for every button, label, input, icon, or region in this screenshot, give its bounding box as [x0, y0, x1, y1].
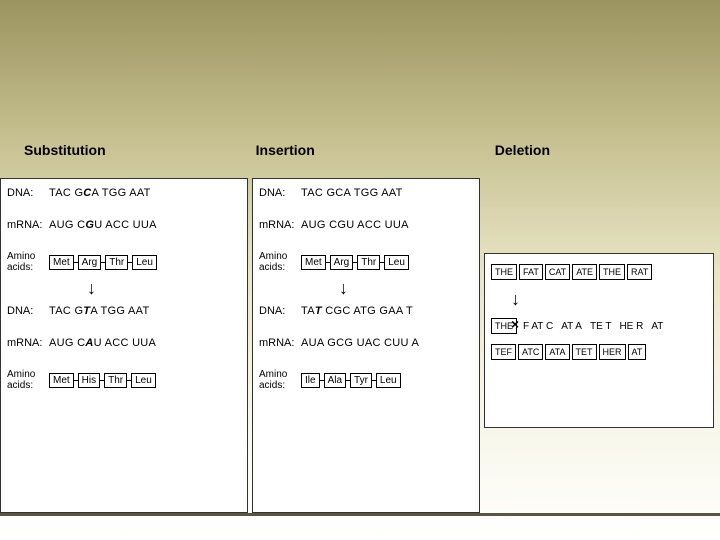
word-box: TET	[572, 344, 597, 360]
amino-acid-box: Leu	[384, 255, 409, 270]
amino-acid-box: Thr	[105, 255, 128, 270]
arrow-down: ↓	[511, 290, 707, 310]
word-box: TEF	[491, 344, 516, 360]
word-box: ATC	[518, 344, 543, 360]
ins-after-dna-row: DNA: TAT CGC ATG GAA T	[259, 305, 473, 317]
headers-row: Substitution Insertion Deletion	[0, 142, 720, 158]
sub-after-amino-row: Aminoacids: Met His Thr Leu	[7, 369, 241, 391]
word-box: THE	[491, 264, 517, 280]
arrow-down: ↓	[339, 279, 473, 299]
down-arrow-icon: ↓	[339, 278, 348, 298]
x-mark-icon: ×	[511, 316, 519, 332]
amino-label: Aminoacids:	[7, 251, 49, 273]
dna-label: DNA:	[7, 305, 49, 317]
mrna-label: mRNA:	[7, 337, 49, 349]
sub-before-mrna: AUG CGU ACC UUA	[49, 219, 157, 231]
amino-acid-box: Thr	[104, 373, 127, 388]
word-box: FAT	[519, 264, 543, 280]
mrna-label: mRNA:	[259, 219, 301, 231]
word-box: THE	[599, 264, 625, 280]
mrna-label: mRNA:	[259, 337, 301, 349]
word-box: RAT	[627, 264, 652, 280]
ins-after-mrna: AUA GCG UAC CUU A	[301, 337, 419, 349]
mrna-label: mRNA:	[7, 219, 49, 231]
amino-acid-box: Met	[301, 255, 326, 270]
ins-after-amino-boxes: Ile Ala Tyr Leu	[301, 373, 401, 388]
header-insertion: Insertion	[256, 142, 315, 158]
sub-after-dna-row: DNA: TAC GTA TGG AAT	[7, 305, 241, 317]
word-fragment: AT A	[559, 319, 584, 334]
amino-acid-box: Met	[49, 373, 74, 388]
amino-acid-box: Leu	[132, 255, 157, 270]
sub-before-mrna-row: mRNA: AUG CGU ACC UUA	[7, 219, 241, 231]
amino-acid-box: Tyr	[350, 373, 372, 388]
ins-before-amino-boxes: Met ArgThr Leu	[301, 255, 409, 270]
word-box: HER	[599, 344, 626, 360]
word-fragment: TE T	[588, 319, 613, 334]
word-box: CAT	[545, 264, 570, 280]
word-box: ATE	[572, 264, 597, 280]
amino-acid-box: Leu	[131, 373, 156, 388]
panels-container: DNA: TAC GCA TGG AAT mRNA: AUG CGU ACC U…	[0, 178, 720, 513]
amino-acid-box: Ile	[301, 373, 320, 388]
ins-after-amino-row: Aminoacids: Ile Ala Tyr Leu	[259, 369, 473, 391]
word-fragment: AT	[649, 319, 665, 334]
sub-after-mrna: AUG CAU ACC UUA	[49, 337, 156, 349]
ins-after-mrna-row: mRNA: AUA GCG UAC CUU A	[259, 337, 473, 349]
amino-label: Aminoacids:	[259, 369, 301, 391]
deletion-panel: THEFATCATATETHERAT ↓ × THEF AT CAT ATE T…	[484, 253, 714, 428]
amino-label: Aminoacids:	[259, 251, 301, 273]
amino-acid-box: Met	[49, 255, 74, 270]
sub-after-dna: TAC GTA TGG AAT	[49, 305, 149, 317]
amino-acid-box: His	[78, 373, 100, 388]
amino-acid-box: Leu	[376, 373, 401, 388]
ins-after-dna: TAT CGC ATG GAA T	[301, 305, 413, 317]
ins-before-amino-row: Aminoacids: Met ArgThr Leu	[259, 251, 473, 273]
header-deletion: Deletion	[495, 142, 550, 158]
sub-after-amino-boxes: Met His Thr Leu	[49, 373, 156, 388]
amino-acid-box: Arg	[330, 255, 354, 270]
word-fragment: F AT C	[521, 319, 555, 334]
word-fragment: HE R	[617, 319, 645, 334]
del-row2: × THEF AT CAT ATE THE RAT	[491, 318, 707, 334]
bottom-divider	[0, 513, 720, 516]
word-box: AT	[628, 344, 647, 360]
insertion-panel: DNA: TAC GCA TGG AAT mRNA: AUG CGU ACC U…	[252, 178, 480, 513]
sub-before-dna-row: DNA: TAC GCA TGG AAT	[7, 187, 241, 199]
amino-acid-box: Thr	[357, 255, 380, 270]
ins-before-dna: TAC GCA TGG AAT	[301, 187, 403, 199]
dna-label: DNA:	[7, 187, 49, 199]
sub-before-amino-boxes: Met ArgThr Leu	[49, 255, 157, 270]
dna-label: DNA:	[259, 187, 301, 199]
amino-label: Aminoacids:	[7, 369, 49, 391]
down-arrow-icon: ↓	[511, 289, 520, 309]
del-row1: THEFATCATATETHERAT	[491, 264, 707, 280]
ins-before-mrna-row: mRNA: AUG CGU ACC UUA	[259, 219, 473, 231]
amino-acid-box: Ala	[324, 373, 346, 388]
del-row3: TEFATCATATETHERAT	[491, 344, 707, 360]
word-box: ATA	[545, 344, 569, 360]
sub-before-amino-row: Aminoacids: Met ArgThr Leu	[7, 251, 241, 273]
dna-label: DNA:	[259, 305, 301, 317]
header-substitution: Substitution	[24, 142, 106, 158]
sub-before-dna: TAC GCA TGG AAT	[49, 187, 151, 199]
ins-before-dna-row: DNA: TAC GCA TGG AAT	[259, 187, 473, 199]
sub-after-mrna-row: mRNA: AUG CAU ACC UUA	[7, 337, 241, 349]
ins-before-mrna: AUG CGU ACC UUA	[301, 219, 409, 231]
amino-acid-box: Arg	[78, 255, 102, 270]
substitution-panel: DNA: TAC GCA TGG AAT mRNA: AUG CGU ACC U…	[0, 178, 248, 513]
arrow-down: ↓	[87, 279, 241, 299]
down-arrow-icon: ↓	[87, 278, 96, 298]
